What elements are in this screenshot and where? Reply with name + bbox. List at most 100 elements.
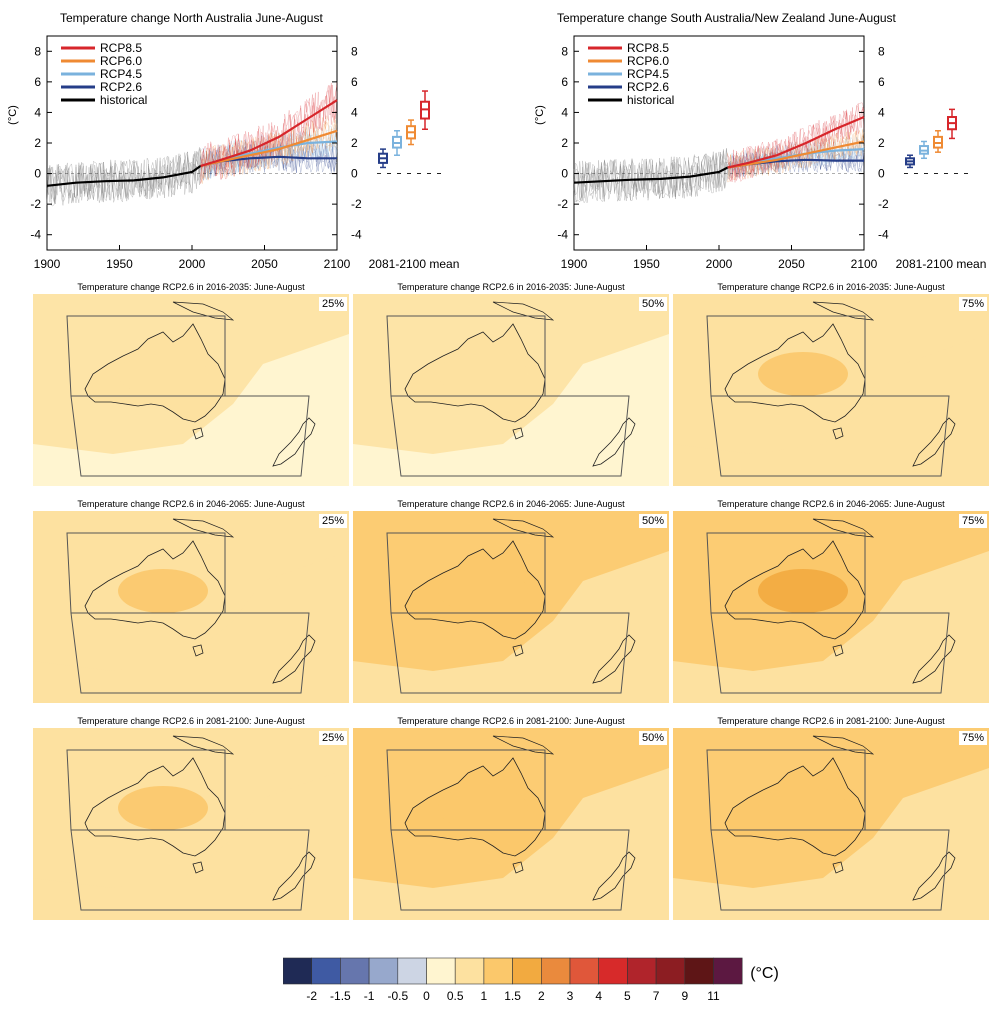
new-zealand-coastline xyxy=(272,417,316,467)
ensemble-member-line xyxy=(727,130,865,180)
y-tick-label: 2 xyxy=(34,136,41,150)
percentile-label: 25% xyxy=(318,297,347,311)
papua-coastline xyxy=(492,301,555,321)
papua-coastline xyxy=(812,735,875,755)
percentile-label: 25% xyxy=(318,514,347,528)
series-line-historical xyxy=(46,164,202,187)
colorbar-swatch xyxy=(340,957,370,985)
map-title: Temperature change RCP2.6 in 2081-2100: … xyxy=(717,716,945,726)
south-australia-nz-region-box xyxy=(70,829,310,911)
x-tick-label: 2000 xyxy=(179,257,206,271)
colorbar-tick-label: -0.5 xyxy=(387,989,408,1003)
colorbar-swatch xyxy=(512,957,542,985)
ensemble-member-line xyxy=(200,123,338,176)
tasmania-coastline xyxy=(192,861,204,874)
warming-hotspot xyxy=(438,786,528,830)
y-tick-label: 6 xyxy=(561,75,568,89)
percentile-label: 75% xyxy=(958,297,987,311)
y-tick-label: 6 xyxy=(351,75,358,89)
x-tick-label: 2050 xyxy=(251,257,278,271)
y-tick-label: 8 xyxy=(34,44,41,58)
ensemble-member-line xyxy=(727,148,865,179)
colorbar-swatch xyxy=(483,957,513,985)
papua-coastline xyxy=(812,518,875,538)
ensemble-member-line xyxy=(200,81,338,177)
new-zealand-coastline xyxy=(912,417,956,467)
warming-hotspot xyxy=(758,569,848,613)
x-tick-label: 1950 xyxy=(633,257,660,271)
colorbar-tick-label: 3 xyxy=(567,989,574,1003)
series-line-historical xyxy=(573,166,729,184)
tasmania-coastline xyxy=(832,861,844,874)
colorbar-tick-label: -1.5 xyxy=(330,989,351,1003)
new-zealand-coastline xyxy=(272,634,316,684)
legend-label: historical xyxy=(627,93,674,107)
y-tick-label: 2 xyxy=(351,136,358,150)
ensemble-member-line xyxy=(200,142,338,178)
y-tick-label: -2 xyxy=(557,197,568,211)
colorbar-swatch xyxy=(598,957,628,985)
percentile-label: 50% xyxy=(638,514,667,528)
y-tick-label: 6 xyxy=(34,75,41,89)
percentile-label: 25% xyxy=(318,731,347,745)
y-tick-label: 4 xyxy=(34,105,41,119)
map-title: Temperature change RCP2.6 in 2016-2035: … xyxy=(77,282,305,292)
legend-label: RCP2.6 xyxy=(627,80,669,94)
australia-coastline xyxy=(724,323,866,423)
papua-coastline xyxy=(172,735,235,755)
ensemble-member-line xyxy=(200,120,338,181)
temperature-change-map xyxy=(33,294,349,486)
temperature-change-map xyxy=(673,511,989,703)
colorbar-swatch xyxy=(283,957,313,985)
chart-title: Temperature change North Australia June-… xyxy=(60,11,323,25)
tasmania-coastline xyxy=(192,427,204,440)
warming-hotspot xyxy=(118,352,208,396)
warming-hotspot xyxy=(118,786,208,830)
new-zealand-coastline xyxy=(272,851,316,901)
y-tick-label: 8 xyxy=(878,44,885,58)
series-line-rcp60 xyxy=(200,129,338,167)
colorbar-tick-label: -1 xyxy=(364,989,375,1003)
y-tick-label: -2 xyxy=(351,197,362,211)
map-title: Temperature change RCP2.6 in 2016-2035: … xyxy=(397,282,625,292)
australia-coastline xyxy=(404,540,546,640)
colorbar-swatch xyxy=(627,957,657,985)
papua-coastline xyxy=(172,518,235,538)
temperature-change-map xyxy=(353,294,669,486)
percentile-label: 75% xyxy=(958,731,987,745)
y-tick-label: -4 xyxy=(30,228,41,242)
papua-coastline xyxy=(812,301,875,321)
series-line-rcp85 xyxy=(200,99,338,167)
colorbar-tick-label: -2 xyxy=(306,989,317,1003)
legend-label: RCP6.0 xyxy=(627,54,669,68)
south-australia-nz-region-box xyxy=(70,612,310,694)
new-zealand-coastline xyxy=(592,417,636,467)
south-australia-nz-region-box xyxy=(390,829,630,911)
x-tick-label: 2000 xyxy=(706,257,733,271)
legend-label: RCP8.5 xyxy=(100,41,142,55)
colorbar-swatch xyxy=(368,957,399,985)
warming-hotspot xyxy=(758,786,848,830)
warming-hotspot xyxy=(758,352,848,396)
colorbar-tick-label: 4 xyxy=(595,989,602,1003)
warming-hotspot xyxy=(438,569,528,613)
map-2046-2065-50pct: Temperature change RCP2.6 in 2046-2065: … xyxy=(353,497,669,708)
x-tick-label: 1900 xyxy=(561,257,588,271)
ensemble-member-line xyxy=(200,115,338,184)
tasmania-coastline xyxy=(512,861,524,874)
colorbar-swatch xyxy=(426,957,456,985)
y-tick-label: -2 xyxy=(30,197,41,211)
mean-label: 2081-2100 mean xyxy=(896,257,987,271)
map-2081-2100-75pct: Temperature change RCP2.6 in 2081-2100: … xyxy=(673,714,989,925)
ensemble-member-line xyxy=(200,142,338,181)
map-title: Temperature change RCP2.6 in 2046-2065: … xyxy=(77,499,305,509)
tasmania-coastline xyxy=(512,427,524,440)
papua-coastline xyxy=(172,301,235,321)
x-tick-label: 1900 xyxy=(34,257,61,271)
y-tick-label: 0 xyxy=(561,167,568,181)
temperature-colorbar-legend: -2 -1.5 -1 -0.5 0 0.5 1 1.5 2 3 4 5 7 9 11 (°C) xyxy=(283,957,779,1003)
ensemble-member-line xyxy=(46,147,201,204)
temperature-change-map xyxy=(353,728,669,920)
percentile-label: 50% xyxy=(638,731,667,745)
colorbar-tick-label: 9 xyxy=(681,989,688,1003)
